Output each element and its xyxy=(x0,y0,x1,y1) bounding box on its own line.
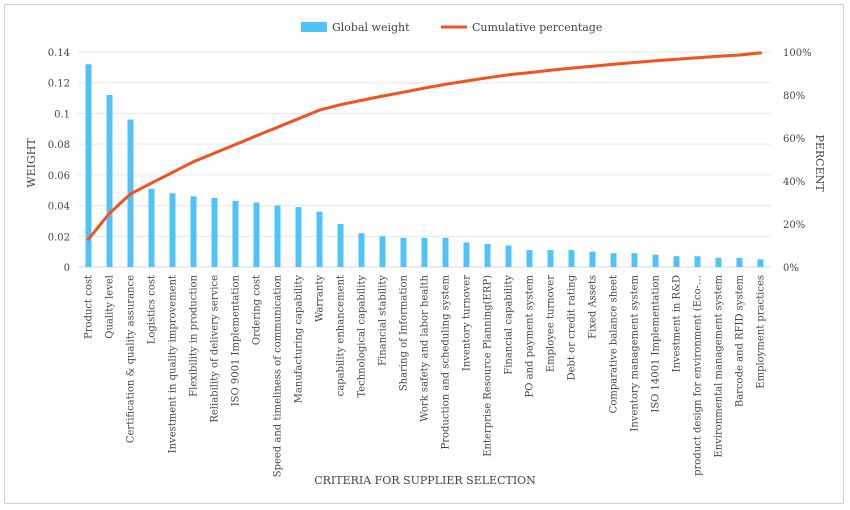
y2-tick-label: 100% xyxy=(783,48,812,59)
x-tick-label: Warranty xyxy=(315,275,326,322)
bars xyxy=(85,64,764,268)
x-axis-ticks: Product cost Quality level Certification &… xyxy=(84,274,767,477)
x-tick-label: Barcode and RFID system xyxy=(735,274,746,407)
legend-label-cumulative-percentage: Cumulative percentage xyxy=(472,21,602,34)
pareto-chart: Global weight Cumulative percentage 0 0.0… xyxy=(25,21,826,487)
bar xyxy=(694,256,701,267)
x-tick-label: Investment in R&D xyxy=(672,275,683,372)
x-tick-label: ISO 14001 Implementation xyxy=(651,274,662,412)
bar xyxy=(610,253,617,267)
y2-tick-label: 0% xyxy=(783,263,799,274)
x-tick-label: Flexibility in production xyxy=(189,274,200,396)
x-tick-label: Certification & quality assurance xyxy=(126,275,137,443)
x-tick-label: ISO 9001 Implementation xyxy=(231,274,242,406)
bar xyxy=(190,196,197,267)
bar xyxy=(421,237,428,267)
x-tick-label: Technological capability xyxy=(357,275,368,398)
bar xyxy=(106,95,113,267)
x-tick-label: Sharing of Information xyxy=(399,274,410,391)
x-tick-label: Ordering cost xyxy=(252,275,263,345)
right-axis-ticks: 0% 20% 40% 60% 80% 100% xyxy=(783,48,812,274)
x-tick-label: Financial capability xyxy=(504,275,515,375)
bar xyxy=(379,236,386,267)
gridlines xyxy=(78,51,771,268)
bar xyxy=(484,243,491,267)
y2-tick-label: 40% xyxy=(783,177,805,188)
bar xyxy=(547,250,554,267)
left-axis-ticks: 0 0.02 0.04 0.06 0.08 0.1 0.12 0.14 xyxy=(48,48,70,274)
y-tick-label: 0.12 xyxy=(48,79,70,90)
bar xyxy=(316,211,323,267)
bar xyxy=(589,251,596,267)
bar xyxy=(211,197,218,267)
x-tick-label: Enterprise Resource Planning(ERP) xyxy=(483,275,494,457)
x-tick-label: Production and scheduling system xyxy=(441,274,452,449)
x-tick-label: Debt or credit rating xyxy=(567,274,578,380)
legend-label-global-weight: Global weight xyxy=(332,21,410,34)
x-tick-label: Financial stability xyxy=(378,275,389,366)
bar xyxy=(715,257,722,267)
bar xyxy=(442,237,449,267)
bar xyxy=(358,233,365,267)
x-tick-label: Logistics cost xyxy=(147,275,158,344)
bar xyxy=(673,256,680,267)
x-tick-label: capability enhancement xyxy=(336,275,347,396)
y-tick-label: 0.02 xyxy=(48,232,70,243)
bar xyxy=(631,253,638,267)
bar xyxy=(736,257,743,267)
bar xyxy=(400,237,407,267)
bar xyxy=(232,200,239,267)
x-axis-label: CRITERIA FOR SUPPLIER SELECTION xyxy=(314,474,536,487)
bar xyxy=(526,250,533,267)
bar xyxy=(274,205,281,267)
bar xyxy=(169,193,176,267)
bar xyxy=(337,224,344,267)
x-tick-label: Quality level xyxy=(105,275,116,339)
y2-tick-label: 20% xyxy=(783,220,805,231)
cumulative-line xyxy=(87,51,762,241)
x-tick-label: Speed and timeliness of communication xyxy=(273,274,284,477)
x-tick-label: Inventory management system xyxy=(630,274,641,431)
y2-tick-label: 80% xyxy=(783,91,805,102)
x-tick-label: Inventory turnover xyxy=(462,275,473,371)
x-tick-label: Manufacturing capability xyxy=(294,275,305,404)
y-tick-label: 0 xyxy=(64,263,70,274)
bar xyxy=(253,202,260,267)
y-tick-label: 0.06 xyxy=(48,171,70,182)
x-tick-label: Employment practices xyxy=(756,275,767,389)
y2-tick-label: 60% xyxy=(783,134,805,145)
bar xyxy=(652,254,659,267)
bar xyxy=(148,188,155,267)
cumulative-percentage-line xyxy=(87,51,762,241)
y-tick-label: 0.14 xyxy=(48,48,70,59)
y-tick-label: 0.08 xyxy=(48,140,70,151)
bar xyxy=(568,250,575,267)
y-axis-label: WEIGHT xyxy=(25,138,38,188)
x-tick-label: Investment in quality improvement xyxy=(168,275,179,453)
legend: Global weight Cumulative percentage xyxy=(301,21,602,34)
y-tick-label: 0.1 xyxy=(54,109,70,120)
x-tick-label: PO and payment system xyxy=(525,274,536,397)
x-tick-label: Comparative balance sheet xyxy=(609,275,620,413)
y-tick-label: 0.04 xyxy=(48,202,70,213)
y2-axis-label: PERCENT xyxy=(813,134,826,192)
chart-frame: Global weight Cumulative percentage 0 0.0… xyxy=(4,4,844,504)
bar xyxy=(463,242,470,267)
x-tick-label: Reliability of delivery service xyxy=(210,275,221,423)
x-tick-label: Work safety and labor health xyxy=(420,274,431,421)
legend-swatch-global-weight xyxy=(301,22,327,32)
bar xyxy=(757,259,764,267)
x-tick-label: Product cost xyxy=(84,275,95,339)
x-tick-label: product design for environment (Eco-… xyxy=(693,275,704,476)
x-tick-label: Environmental management system xyxy=(714,274,725,457)
bar xyxy=(295,207,302,267)
bar xyxy=(85,64,92,268)
x-tick-label: Fixed Assets xyxy=(588,275,599,339)
x-tick-label: Employee turnover xyxy=(546,275,557,372)
bar xyxy=(505,245,512,267)
